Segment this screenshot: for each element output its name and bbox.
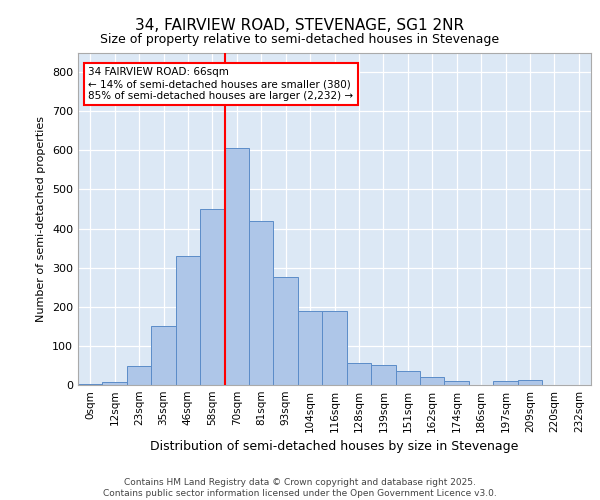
Text: Contains HM Land Registry data © Crown copyright and database right 2025.
Contai: Contains HM Land Registry data © Crown c… bbox=[103, 478, 497, 498]
Bar bbox=[371, 366, 395, 385]
Bar bbox=[78, 384, 103, 385]
Bar bbox=[103, 382, 127, 385]
Bar bbox=[224, 148, 249, 385]
Bar bbox=[176, 256, 200, 385]
Bar bbox=[274, 278, 298, 385]
Bar bbox=[518, 380, 542, 385]
Y-axis label: Number of semi-detached properties: Number of semi-detached properties bbox=[37, 116, 46, 322]
Bar bbox=[445, 381, 469, 385]
Bar bbox=[200, 209, 224, 385]
Text: 34, FAIRVIEW ROAD, STEVENAGE, SG1 2NR: 34, FAIRVIEW ROAD, STEVENAGE, SG1 2NR bbox=[136, 18, 464, 32]
Bar bbox=[493, 381, 518, 385]
Bar bbox=[347, 364, 371, 385]
Bar bbox=[420, 377, 445, 385]
Text: 34 FAIRVIEW ROAD: 66sqm
← 14% of semi-detached houses are smaller (380)
85% of s: 34 FAIRVIEW ROAD: 66sqm ← 14% of semi-de… bbox=[88, 68, 353, 100]
Bar bbox=[151, 326, 176, 385]
Bar bbox=[249, 220, 274, 385]
Bar bbox=[322, 310, 347, 385]
Bar bbox=[298, 310, 322, 385]
Bar bbox=[395, 370, 420, 385]
Bar bbox=[127, 366, 151, 385]
Text: Size of property relative to semi-detached houses in Stevenage: Size of property relative to semi-detach… bbox=[100, 32, 500, 46]
X-axis label: Distribution of semi-detached houses by size in Stevenage: Distribution of semi-detached houses by … bbox=[151, 440, 518, 454]
